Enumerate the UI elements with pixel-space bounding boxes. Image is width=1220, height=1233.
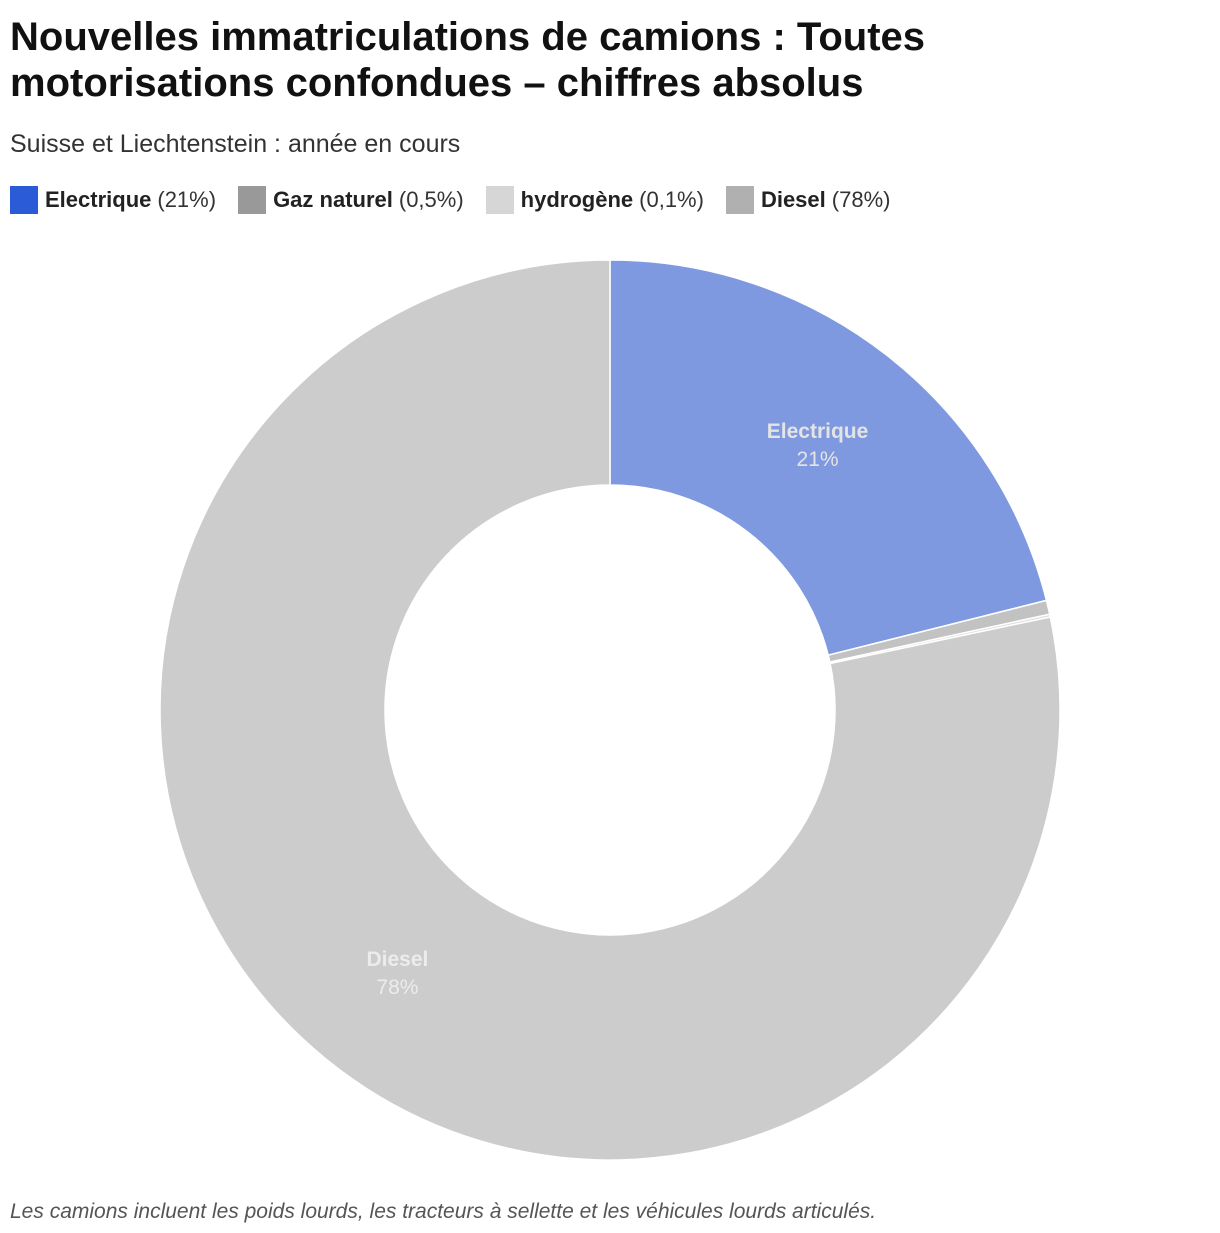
legend-item-hydrogene: hydrogène (0,1%) [485, 186, 704, 214]
legend-value-electrique: (21%) [157, 187, 217, 212]
legend-swatch-electrique [10, 186, 38, 214]
legend-label-hydrogene: hydrogène [520, 187, 634, 212]
legend-value-gaz-naturel: (0,5%) [398, 187, 464, 212]
slice-label-diesel: Diesel [367, 948, 429, 971]
legend: Electrique (21%) Gaz naturel (0,5%) hydr… [10, 186, 912, 214]
legend-item-gaz-naturel: Gaz naturel (0,5%) [238, 186, 464, 214]
slice-value-diesel: 78% [376, 976, 418, 999]
legend-item-diesel: Diesel (78%) [725, 186, 891, 214]
legend-label-electrique: Electrique [45, 187, 152, 212]
footnote: Les camions incluent les poids lourds, l… [10, 1200, 877, 1223]
legend-item-electrique: Electrique (21%) [10, 186, 216, 214]
legend-value-hydrogene: (0,1%) [639, 187, 704, 212]
chart-title: Nouvelles immatriculations de camions : … [10, 15, 926, 105]
legend-label-diesel: Diesel [760, 187, 826, 212]
donut-chart: Electrique 21% Diesel 78% [159, 259, 1061, 1161]
slice-diesel [159, 259, 1061, 1161]
legend-swatch-gaz-naturel [238, 186, 267, 214]
slice-value-electrique: 21% [797, 448, 839, 471]
legend-label-gaz-naturel: Gaz naturel [273, 187, 393, 212]
legend-swatch-hydrogene [485, 186, 514, 214]
slice-label-electrique: Electrique [767, 420, 869, 443]
legend-value-diesel: (78%) [831, 187, 891, 212]
slice-electrique [609, 259, 1048, 657]
chart-subtitle: Suisse et Liechtenstein : année en cours [10, 130, 461, 158]
legend-swatch-diesel [725, 186, 754, 214]
